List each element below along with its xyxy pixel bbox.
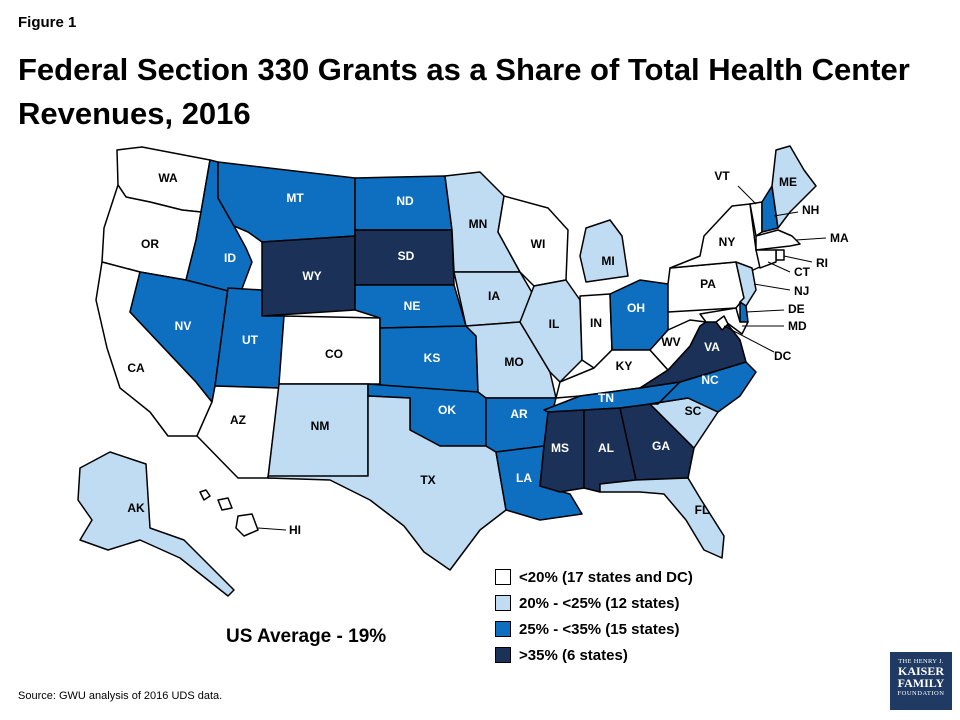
state-tx <box>267 395 507 571</box>
state-il <box>519 279 583 383</box>
label-al: AL <box>598 441 614 455</box>
label-ne: NE <box>404 299 421 313</box>
legend-label: 20% - <25% (12 states) <box>519 594 680 612</box>
label-la: LA <box>516 471 532 485</box>
label-ma: MA <box>830 231 849 245</box>
logo-line: FAMILY <box>897 676 945 690</box>
legend-label: >35% (6 states) <box>519 646 628 664</box>
state-ma <box>755 229 801 251</box>
label-va: VA <box>704 340 720 354</box>
legend-swatch <box>495 621 511 637</box>
state-hi-1 <box>199 489 211 501</box>
label-ia: IA <box>488 289 500 303</box>
label-md: MD <box>788 319 807 333</box>
label-mi: MI <box>601 254 614 268</box>
label-ut: UT <box>242 333 259 347</box>
label-tn: TN <box>598 391 614 405</box>
label-nj: NJ <box>794 284 809 298</box>
chart-title: Federal Section 330 Grants as a Share of… <box>18 52 910 131</box>
legend-label: 25% - <35% (15 states) <box>519 620 680 638</box>
state-fl <box>599 477 725 559</box>
state-ct <box>755 249 777 269</box>
state-ak <box>77 451 235 597</box>
label-nh: NH <box>802 203 819 217</box>
label-ok: OK <box>438 403 456 417</box>
label-ri: RI <box>816 256 828 270</box>
label-oh: OH <box>627 301 645 315</box>
label-mt: MT <box>286 191 304 205</box>
kff-logo: THE HENRY J. KAISER FAMILY FOUNDATION <box>890 652 952 710</box>
state-wv <box>649 319 707 371</box>
logo-line: FOUNDATION <box>897 690 945 697</box>
us-average-note: US Average - 19% <box>226 626 387 647</box>
label-nv: NV <box>175 319 192 333</box>
legend-label: <20% (17 states and DC) <box>519 568 693 586</box>
label-vt: VT <box>714 169 730 183</box>
figure-label: Figure 1 <box>18 14 77 31</box>
label-ct: CT <box>794 265 811 279</box>
label-sc: SC <box>685 404 702 418</box>
legend-item: <20% (17 states and DC) <box>495 564 693 590</box>
label-az: AZ <box>230 413 246 427</box>
label-or: OR <box>141 237 159 251</box>
label-in: IN <box>590 316 602 330</box>
label-wi: WI <box>531 237 546 251</box>
label-mn: MN <box>469 217 488 231</box>
source-note: Source: GWU analysis of 2016 UDS data. <box>18 690 223 702</box>
legend-item: >35% (6 states) <box>495 642 693 668</box>
legend-swatch <box>495 595 511 611</box>
label-hi: HI <box>289 523 301 537</box>
label-pa: PA <box>700 277 716 291</box>
state-ny <box>669 203 763 275</box>
label-ny: NY <box>719 235 736 249</box>
label-ga: GA <box>652 439 670 453</box>
label-ks: KS <box>424 351 441 365</box>
label-il: IL <box>549 317 560 331</box>
label-ms: MS <box>551 441 569 455</box>
map-legend: <20% (17 states and DC) 20% - <25% (12 s… <box>495 564 693 668</box>
label-de: DE <box>788 302 805 316</box>
label-wa: WA <box>158 171 178 185</box>
label-tx: TX <box>420 473 435 487</box>
state-me <box>771 145 817 229</box>
label-nc: NC <box>701 373 719 387</box>
label-fl: FL <box>695 503 710 517</box>
label-id: ID <box>224 251 236 265</box>
logo-line: KAISER <box>897 664 944 678</box>
label-co: CO <box>325 347 343 361</box>
leader-lines <box>257 185 827 531</box>
label-wy: WY <box>302 269 321 283</box>
label-nd: ND <box>396 194 414 208</box>
label-ak: AK <box>127 501 145 515</box>
label-mo: MO <box>504 355 523 369</box>
legend-swatch <box>495 569 511 585</box>
label-me: ME <box>779 175 797 189</box>
legend-item: 25% - <35% (15 states) <box>495 616 693 642</box>
state-mi <box>579 219 629 283</box>
state-ga <box>619 403 695 481</box>
state-ri <box>775 249 785 261</box>
label-ky: KY <box>616 359 633 373</box>
label-dc: DC <box>774 349 792 363</box>
label-nm: NM <box>311 419 330 433</box>
legend-item: 20% - <25% (12 states) <box>495 590 693 616</box>
logo-line: THE HENRY J. <box>898 658 944 665</box>
state-hi-2 <box>217 497 233 511</box>
legend-swatch <box>495 647 511 663</box>
label-ar: AR <box>510 407 528 421</box>
label-sd: SD <box>398 249 415 263</box>
label-ca: CA <box>127 361 145 375</box>
label-wv: WV <box>661 335 680 349</box>
state-hi-3 <box>235 513 259 537</box>
